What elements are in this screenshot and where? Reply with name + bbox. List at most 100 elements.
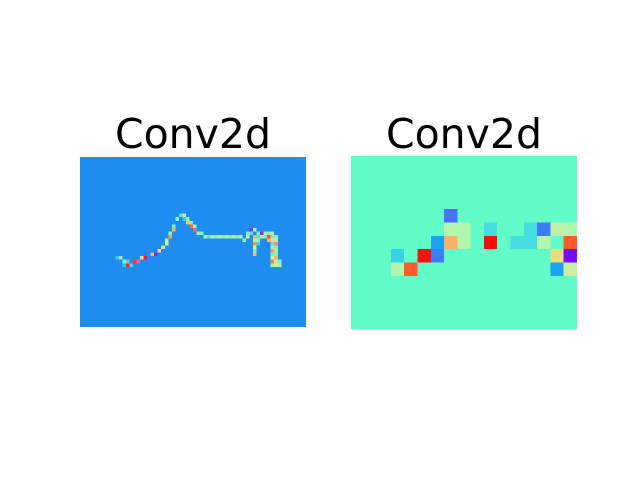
heatmap-cell xyxy=(214,234,218,239)
heatmap-cell xyxy=(483,235,498,250)
heatmap-cell xyxy=(430,235,445,250)
heatmap-cell xyxy=(245,231,250,235)
heatmap-cell xyxy=(274,256,278,260)
heatmap-cell xyxy=(550,222,564,236)
heatmap-cell xyxy=(235,234,239,239)
heatmap-cell xyxy=(150,252,155,257)
heatmap-cell xyxy=(125,259,130,264)
heatmap-cell xyxy=(270,256,275,260)
heatmap-cell xyxy=(161,249,165,253)
heatmap-cell xyxy=(193,224,197,228)
heatmap-cell xyxy=(260,231,264,235)
heatmap-cell xyxy=(270,249,275,253)
heatmap-cell xyxy=(256,231,261,235)
heatmap-cell xyxy=(231,234,236,239)
panel-2-title: Conv2d xyxy=(385,110,543,158)
heatmap-cell xyxy=(175,217,179,221)
heatmap-cell xyxy=(523,235,538,250)
heatmap-cell xyxy=(207,234,211,239)
heatmap-cell xyxy=(274,234,278,239)
heatmap-cell xyxy=(253,242,257,246)
heatmap-cell xyxy=(270,234,275,239)
heatmap-cell xyxy=(563,249,577,263)
heatmap-cell xyxy=(238,234,243,239)
heatmap-cell xyxy=(563,222,577,236)
heatmap-cell xyxy=(483,222,498,236)
heatmap-cell xyxy=(147,256,151,260)
heatmap-cell xyxy=(185,217,190,221)
heatmap-cell xyxy=(140,256,144,260)
heatmap-cell xyxy=(457,235,471,250)
heatmap-cell xyxy=(161,245,165,250)
heatmap-cell xyxy=(136,259,141,264)
heatmap-cell xyxy=(270,252,275,257)
heatmap-cell xyxy=(274,259,278,264)
heatmap-cell xyxy=(118,256,123,260)
heatmap-cell xyxy=(563,262,577,276)
activation-map-1 xyxy=(80,157,306,327)
heatmap-cell xyxy=(263,234,268,239)
heatmap-cell xyxy=(217,234,222,239)
heatmap-cell xyxy=(168,231,172,235)
heatmap-cell xyxy=(404,262,418,276)
heatmap-cell xyxy=(253,227,257,232)
heatmap-cell xyxy=(249,227,254,232)
heatmap-cell xyxy=(267,231,271,235)
heatmap-cell xyxy=(221,234,225,239)
heatmap-cell xyxy=(270,231,275,235)
heatmap-cell xyxy=(256,238,261,242)
heatmap-cell xyxy=(277,263,282,267)
heatmap-cell xyxy=(200,231,204,235)
heatmap-cell xyxy=(260,234,264,239)
heatmap-cell xyxy=(270,245,275,250)
activation-map-2 xyxy=(351,156,577,329)
heatmap-cell xyxy=(189,220,193,225)
heatmap-cell xyxy=(228,234,232,239)
heatmap-cell xyxy=(125,263,130,267)
heatmap-cell xyxy=(274,252,278,257)
heatmap-cell xyxy=(154,252,158,257)
heatmap-cell xyxy=(270,263,275,267)
heatmap-cell xyxy=(277,259,282,264)
heatmap-cell xyxy=(203,234,208,239)
heatmap-cell xyxy=(274,242,278,246)
heatmap-cell xyxy=(274,245,278,250)
heatmap-cell xyxy=(274,263,278,267)
heatmap-cell xyxy=(270,259,275,264)
heatmap-cell xyxy=(263,231,268,235)
heatmap-cell xyxy=(115,256,119,260)
heatmap-cell xyxy=(256,242,261,246)
heatmap-cell xyxy=(171,227,176,232)
heatmap-cell xyxy=(143,256,148,260)
heatmap-cell xyxy=(274,238,278,242)
heatmap-cell xyxy=(242,238,246,242)
heatmap-cell xyxy=(256,234,261,239)
heatmap-cell xyxy=(185,220,190,225)
heatmap-cell xyxy=(164,238,169,242)
heatmap-cell xyxy=(537,222,551,236)
heatmap-cell xyxy=(132,259,137,264)
heatmap-cell xyxy=(164,242,169,246)
heatmap-cell xyxy=(390,249,405,263)
heatmap-cell xyxy=(253,234,257,239)
heatmap-cell xyxy=(550,262,564,276)
heatmap-cell xyxy=(168,234,172,239)
heatmap-cell xyxy=(510,235,524,250)
heatmap-cell xyxy=(196,231,201,235)
heatmap-cell xyxy=(189,224,193,228)
heatmap-cell xyxy=(253,238,257,242)
heatmap-cell xyxy=(193,227,197,232)
heatmap-cell xyxy=(122,263,126,267)
heatmap-cell xyxy=(417,249,431,263)
heatmap-cell xyxy=(157,249,162,253)
heatmap-cell xyxy=(171,224,176,228)
heatmap-cell xyxy=(444,209,458,223)
heatmap-cell xyxy=(224,234,229,239)
heatmap-cell xyxy=(457,222,471,236)
heatmap-cell xyxy=(210,234,215,239)
heatmap-cell xyxy=(182,213,186,218)
heatmap-cell xyxy=(122,259,126,264)
heatmap-cell xyxy=(253,249,257,253)
heatmap-cell xyxy=(267,238,271,242)
heatmap-cell xyxy=(270,242,275,246)
